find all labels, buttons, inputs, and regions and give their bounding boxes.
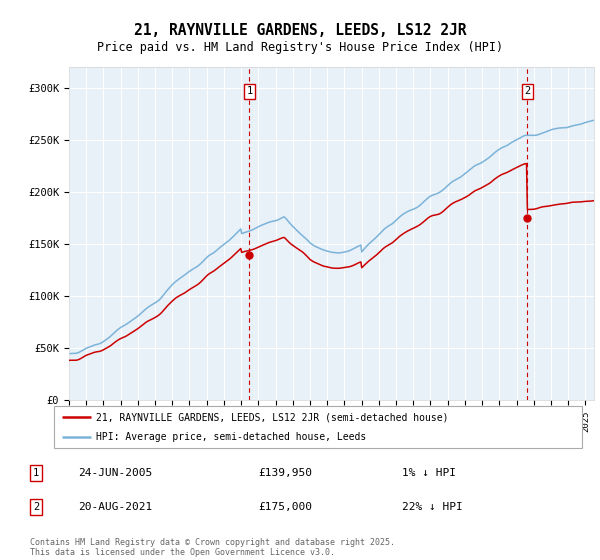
- Text: 20-AUG-2021: 20-AUG-2021: [78, 502, 152, 512]
- Text: 2: 2: [33, 502, 39, 512]
- Text: 21, RAYNVILLE GARDENS, LEEDS, LS12 2JR (semi-detached house): 21, RAYNVILLE GARDENS, LEEDS, LS12 2JR (…: [96, 412, 449, 422]
- Text: 1: 1: [33, 468, 39, 478]
- Text: 1% ↓ HPI: 1% ↓ HPI: [402, 468, 456, 478]
- Text: Contains HM Land Registry data © Crown copyright and database right 2025.
This d: Contains HM Land Registry data © Crown c…: [30, 538, 395, 557]
- Text: 21, RAYNVILLE GARDENS, LEEDS, LS12 2JR: 21, RAYNVILLE GARDENS, LEEDS, LS12 2JR: [134, 24, 466, 38]
- Text: 24-JUN-2005: 24-JUN-2005: [78, 468, 152, 478]
- Text: 22% ↓ HPI: 22% ↓ HPI: [402, 502, 463, 512]
- Text: £175,000: £175,000: [258, 502, 312, 512]
- Text: 2: 2: [524, 86, 530, 96]
- Text: £139,950: £139,950: [258, 468, 312, 478]
- Text: Price paid vs. HM Land Registry's House Price Index (HPI): Price paid vs. HM Land Registry's House …: [97, 41, 503, 54]
- Text: HPI: Average price, semi-detached house, Leeds: HPI: Average price, semi-detached house,…: [96, 432, 367, 442]
- FancyBboxPatch shape: [54, 406, 582, 448]
- Text: 1: 1: [246, 86, 253, 96]
